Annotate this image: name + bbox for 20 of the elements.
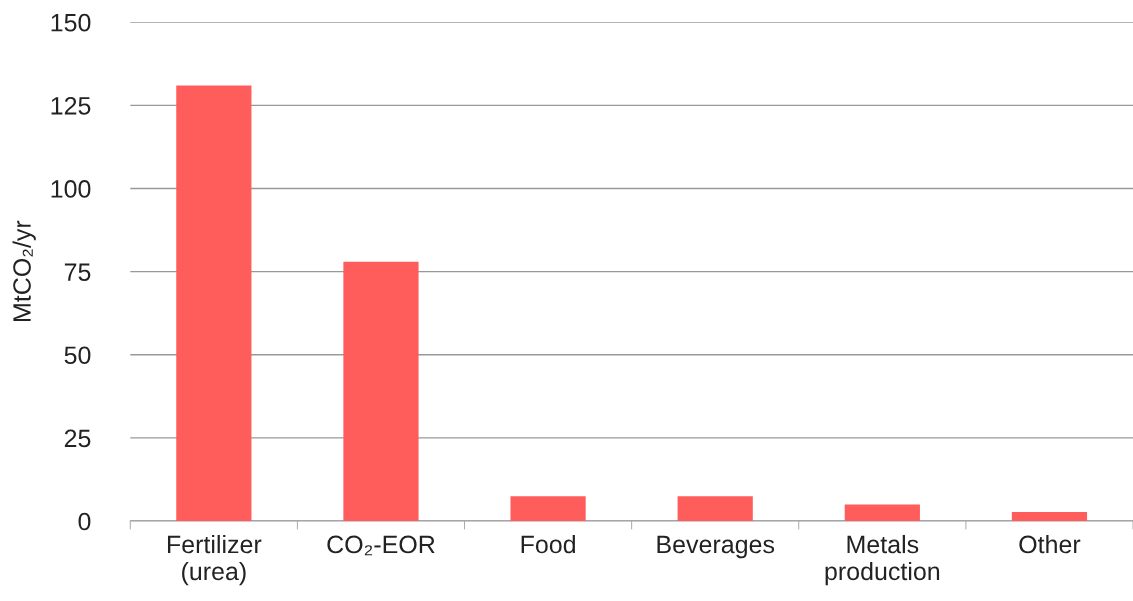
x-tick-label: Beverages [657,535,775,559]
x-tick-label: Metals production [825,534,940,586]
bar [677,496,753,522]
x-tick-label: Food [521,534,575,554]
y-tick-label: 25 [64,429,91,448]
bar [1011,512,1088,522]
bar [844,504,920,522]
y-tick-label: 0 [78,512,91,531]
y-tick-label: 100 [51,180,91,198]
bar [176,85,252,522]
x-tick-label: Other [1019,534,1081,554]
x-tick-label: CO₂-EOR [327,535,435,556]
y-tick-label: 150 [51,13,91,32]
y-tick-label: 75 [64,263,91,281]
bar [510,496,586,522]
bar [343,261,419,522]
y-axis-title: MtCO₂/yr [12,220,36,321]
x-tick-label: Fertilizer (urea) [167,534,262,586]
y-tick-label: 50 [64,346,91,365]
y-tick-label: 125 [51,96,91,115]
